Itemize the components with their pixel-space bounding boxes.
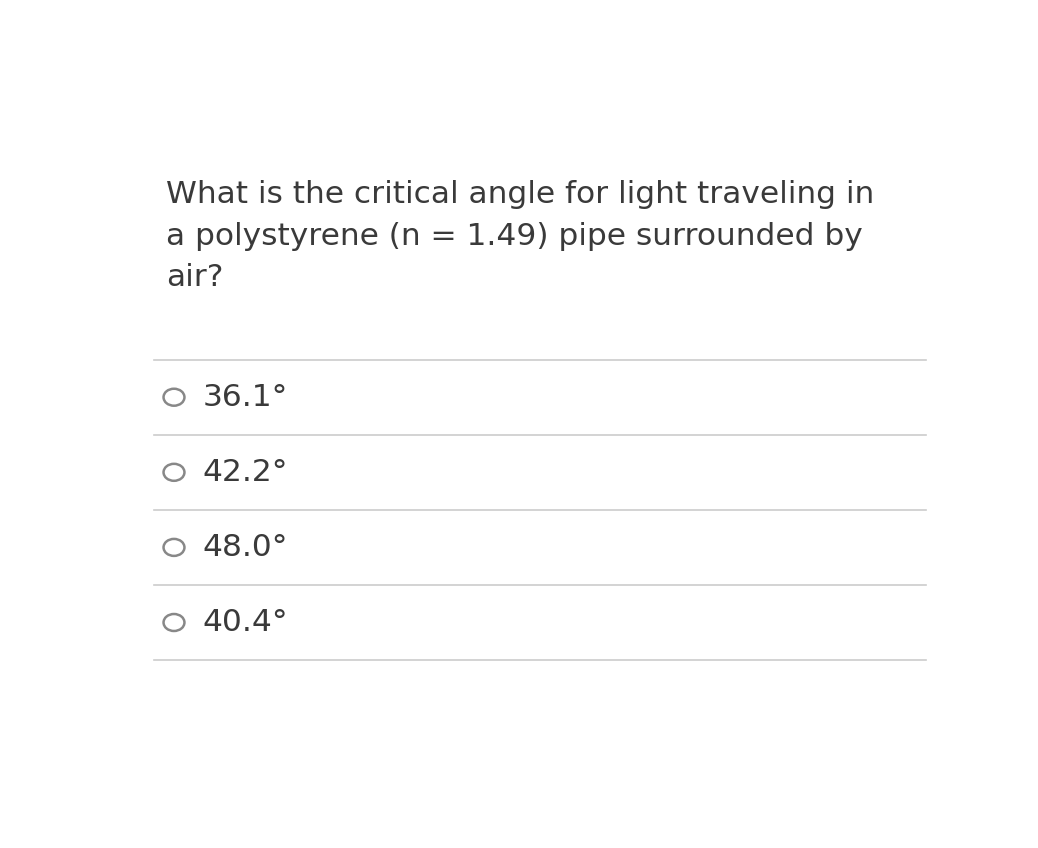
Text: What is the critical angle for light traveling in
a polystyrene (n = 1.49) pipe : What is the critical angle for light tra… (166, 180, 874, 293)
Text: 36.1°: 36.1° (202, 382, 288, 412)
Text: 40.4°: 40.4° (202, 608, 288, 637)
Text: 42.2°: 42.2° (202, 458, 288, 487)
Text: 48.0°: 48.0° (202, 533, 288, 562)
